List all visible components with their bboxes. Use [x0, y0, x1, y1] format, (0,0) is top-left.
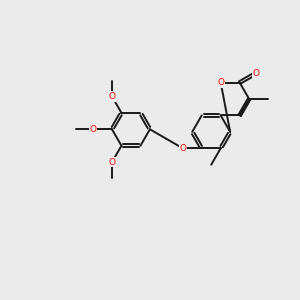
Text: O: O: [109, 158, 116, 167]
Text: O: O: [217, 78, 224, 87]
Text: O: O: [253, 69, 260, 78]
Text: O: O: [179, 144, 186, 153]
Text: O: O: [109, 92, 116, 101]
Text: O: O: [89, 125, 97, 134]
